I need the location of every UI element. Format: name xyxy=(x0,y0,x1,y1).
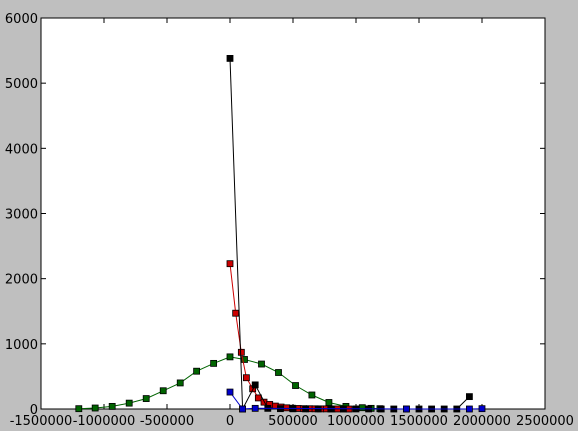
data-point xyxy=(193,367,201,375)
data-point xyxy=(283,404,291,412)
x-tick-label: 1500000 xyxy=(390,414,448,429)
series-3 xyxy=(226,388,486,413)
data-point xyxy=(232,309,240,317)
y-tick-label: 1000 xyxy=(5,338,38,353)
data-point xyxy=(142,395,150,402)
data-point xyxy=(465,393,473,401)
data-point xyxy=(478,405,486,413)
y-tick-label: 5000 xyxy=(5,77,38,92)
data-point xyxy=(159,387,167,395)
x-tick-label: 2000000 xyxy=(453,414,511,429)
y-tick-label: 2000 xyxy=(5,273,38,288)
data-point xyxy=(176,379,184,387)
data-point xyxy=(75,405,83,413)
data-point xyxy=(241,356,248,363)
data-point xyxy=(325,399,333,406)
data-point xyxy=(465,405,473,413)
data-point xyxy=(242,374,250,382)
data-point xyxy=(275,369,282,376)
data-point xyxy=(210,359,218,367)
data-point xyxy=(239,405,247,413)
data-point xyxy=(226,55,234,62)
y-tick-label: 3000 xyxy=(5,208,38,223)
x-tick-label: 0 xyxy=(226,414,234,429)
data-point xyxy=(402,405,410,413)
x-tick-label: 2500000 xyxy=(516,414,574,429)
data-point xyxy=(308,391,316,399)
data-point xyxy=(226,353,234,361)
x-tick-label: 1000000 xyxy=(327,414,385,429)
x-tick-label: -1500000 xyxy=(10,414,73,429)
data-point xyxy=(358,404,366,412)
x-tick-label: -500000 xyxy=(140,414,194,429)
y-tick-label: 0 xyxy=(30,403,38,418)
data-point xyxy=(292,382,299,389)
data-point xyxy=(125,399,133,407)
data-point xyxy=(226,260,234,268)
data-point xyxy=(226,388,234,396)
series-layer xyxy=(75,55,486,413)
data-point xyxy=(251,381,259,389)
y-tick-label: 4000 xyxy=(5,142,38,157)
data-point xyxy=(251,404,259,412)
data-point xyxy=(254,394,262,402)
data-point xyxy=(237,348,245,356)
data-point xyxy=(91,404,99,412)
data-point xyxy=(108,402,116,410)
plot-area xyxy=(40,17,546,410)
tick-labels: -1500000 -1000000 -500000 0 500000 1000000 150… xyxy=(5,12,574,429)
data-point xyxy=(258,360,265,368)
x-tick-label: -1000000 xyxy=(73,414,136,429)
y-tick-label: 6000 xyxy=(5,12,38,27)
x-tick-label: 500000 xyxy=(268,414,318,429)
